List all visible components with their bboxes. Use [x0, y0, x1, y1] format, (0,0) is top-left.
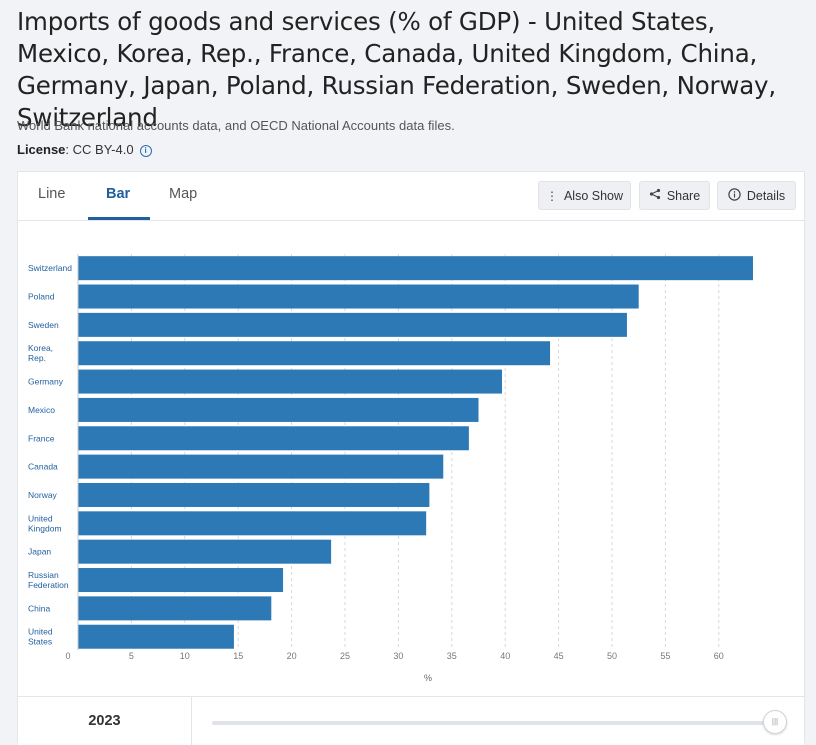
y-tick-label-line: Mexico — [28, 405, 55, 415]
y-tick-label: Canada — [28, 462, 58, 472]
license-line: License: CC BY-4.0 i — [17, 142, 152, 157]
y-tick-label-line: United — [28, 513, 53, 523]
x-tick-label: 10 — [180, 651, 190, 661]
selected-year: 2023 — [18, 697, 192, 745]
x-tick-label: 60 — [714, 651, 724, 661]
info-circle-icon — [728, 187, 741, 204]
bar — [78, 284, 639, 309]
page-title: Imports of goods and services (% of GDP)… — [17, 7, 776, 132]
info-icon[interactable]: i — [139, 145, 152, 157]
y-tick-label: Poland — [28, 292, 55, 302]
y-tick-label: France — [28, 433, 55, 443]
y-tick-label: Korea, Rep. — [28, 343, 53, 363]
x-tick-label: 45 — [554, 651, 564, 661]
y-tick-label-line: Kingdom — [28, 523, 62, 533]
also-show-label: Also Show — [563, 188, 624, 203]
bar — [78, 454, 444, 479]
more-vertical-icon: ⋮ — [545, 188, 558, 203]
bar — [78, 426, 469, 451]
bar-chart: Switzerland Poland Sweden Korea, Rep. Germany… — [28, 254, 753, 683]
source-note: World Bank national accounts data, and O… — [17, 118, 455, 133]
bar — [78, 341, 551, 366]
y-tick-label: United Kingdom — [28, 513, 62, 533]
y-tick-label-line: Switzerland — [28, 263, 72, 273]
y-tick-label: China — [28, 603, 50, 613]
y-tick-label-line: Rep. — [28, 353, 46, 363]
share-label: Share — [666, 188, 701, 203]
y-tick-label-line: Japan — [28, 547, 51, 557]
bar — [78, 511, 427, 536]
tab-map[interactable]: Map — [169, 186, 198, 202]
y-tick-label: Mexico — [28, 405, 55, 415]
bar — [78, 596, 272, 621]
x-tick-label: 0 — [65, 651, 70, 661]
x-tick-label: 20 — [287, 651, 297, 661]
y-tick-label-line: Sweden — [28, 320, 59, 330]
x-tick-label: 50 — [607, 651, 617, 661]
y-tick-label: Russian Federation — [28, 570, 69, 590]
y-tick-label: Japan — [28, 547, 51, 557]
y-tick-label-line: Norway — [28, 490, 58, 500]
y-tick-label: United States — [28, 627, 53, 647]
tab-line[interactable]: Line — [38, 186, 66, 202]
share-button[interactable]: Share — [639, 181, 710, 210]
bar — [78, 624, 234, 649]
bar — [78, 256, 753, 281]
y-tick-label-line: France — [28, 433, 55, 443]
y-tick-label-line: Canada — [28, 462, 58, 472]
license-value: : CC BY-4.0 — [65, 142, 134, 157]
y-tick-label-line: Poland — [28, 292, 55, 302]
y-tick-label-line: Federation — [28, 580, 69, 590]
y-tick-label: Sweden — [28, 320, 59, 330]
active-tab-indicator — [88, 217, 150, 220]
also-show-button[interactable]: ⋮ Also Show — [538, 181, 631, 210]
y-tick-label: Germany — [28, 377, 64, 387]
bar — [78, 539, 332, 564]
x-tick-label: 25 — [340, 651, 350, 661]
bar — [78, 312, 627, 337]
bar — [78, 369, 502, 394]
year-slider-bar: 2023 ||| — [18, 696, 804, 745]
x-tick-label: 15 — [233, 651, 243, 661]
y-tick-label-line: Korea, — [28, 343, 53, 353]
view-tabs: Line Bar Map ⋮ Also Show Share Details — [18, 172, 804, 221]
year-slider-handle[interactable]: ||| — [763, 710, 787, 734]
license-label: License — [17, 142, 66, 157]
details-label: Details — [746, 188, 786, 203]
bar — [78, 482, 430, 507]
y-tick-label-line: States — [28, 637, 52, 647]
x-tick-label: 35 — [447, 651, 457, 661]
y-tick-label-line: Russian — [28, 570, 59, 580]
chart-panel: Line Bar Map ⋮ Also Show Share Details Sw… — [17, 171, 805, 745]
year-slider-track[interactable] — [212, 721, 772, 725]
x-tick-label: 40 — [500, 651, 510, 661]
y-tick-label: Switzerland — [28, 263, 72, 273]
tab-bar[interactable]: Bar — [106, 186, 131, 202]
x-tick-label: 30 — [393, 651, 403, 661]
y-tick-label-line: China — [28, 603, 50, 613]
y-tick-label-line: United — [28, 627, 53, 637]
x-axis-label: % — [424, 673, 432, 683]
x-tick-label: 55 — [660, 651, 670, 661]
share-icon — [649, 188, 661, 203]
details-button[interactable]: Details — [717, 181, 796, 210]
bar — [78, 568, 284, 593]
x-tick-label: 5 — [129, 651, 134, 661]
y-tick-label: Norway — [28, 490, 58, 500]
bar — [78, 397, 479, 422]
y-tick-label-line: Germany — [28, 377, 64, 387]
